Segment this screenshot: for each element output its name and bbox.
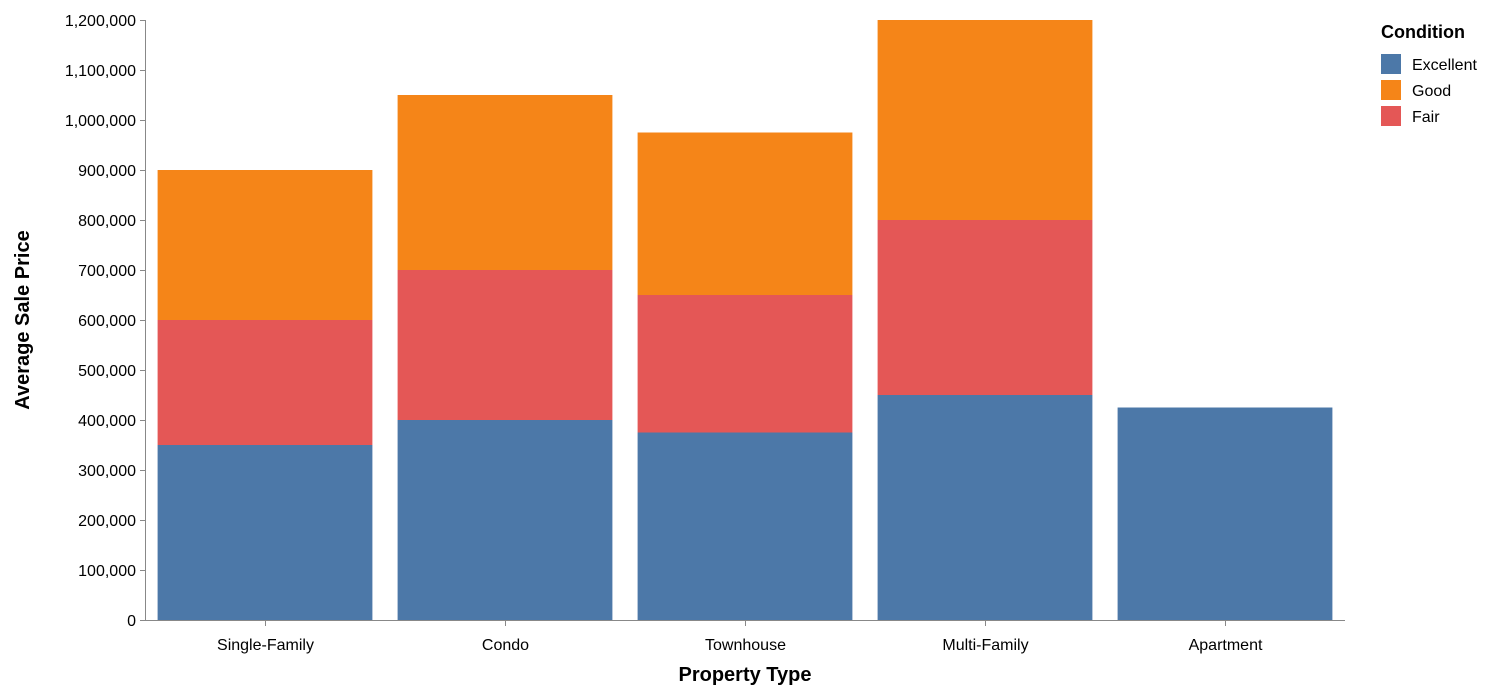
y-axis-title: Average Sale Price	[12, 230, 34, 409]
legend-swatch-fair	[1381, 106, 1401, 126]
bar-multi-family-good	[877, 20, 1093, 220]
bar-condo-good	[397, 95, 613, 270]
legend-label-good: Good	[1412, 83, 1451, 100]
y-tick-label: 0	[127, 613, 136, 630]
y-tick-label: 500,000	[78, 363, 136, 380]
y-tick-label: 300,000	[78, 463, 136, 480]
legend-swatch-good	[1381, 80, 1401, 100]
y-tick-label: 600,000	[78, 313, 136, 330]
y-tick-label: 800,000	[78, 213, 136, 230]
legend-title: Condition	[1381, 22, 1465, 42]
x-tick-label-townhouse: Townhouse	[705, 637, 786, 654]
y-axis: 0 100,000 200,000 300,000 400,000 500,000 600,…	[65, 13, 146, 630]
x-axis: Single-Family Condo Townhouse Multi-Family A…	[145, 620, 1345, 654]
y-tick-label: 900,000	[78, 163, 136, 180]
legend-label-fair: Fair	[1412, 109, 1440, 126]
legend-label-excellent: Excellent	[1412, 57, 1477, 74]
bars-layer	[157, 20, 1333, 620]
y-tick-label: 1,100,000	[65, 63, 136, 80]
legend: Condition Excellent Good Fair	[1381, 22, 1477, 126]
bar-multi-family-excellent	[877, 395, 1093, 620]
y-tick-label: 1,200,000	[65, 13, 136, 30]
x-tick-label-single-family: Single-Family	[217, 637, 314, 654]
bar-apartment-excellent	[1117, 407, 1333, 620]
x-axis-title: Property Type	[679, 664, 812, 686]
bar-townhouse-good	[637, 132, 853, 295]
y-tick-label: 700,000	[78, 263, 136, 280]
legend-swatch-excellent	[1381, 54, 1401, 74]
y-tick-label: 400,000	[78, 413, 136, 430]
x-tick-label-condo: Condo	[482, 637, 529, 654]
y-tick-label: 1,000,000	[65, 113, 136, 130]
bar-single-family-good	[157, 170, 373, 320]
x-tick-label-apartment: Apartment	[1189, 637, 1263, 654]
bar-single-family-fair	[157, 320, 373, 445]
bar-multi-family-fair	[877, 220, 1093, 395]
y-tick-label: 100,000	[78, 563, 136, 580]
bar-townhouse-fair	[637, 295, 853, 433]
bar-townhouse-excellent	[637, 432, 853, 620]
bar-condo-excellent	[397, 420, 613, 620]
bar-condo-fair	[397, 270, 613, 420]
bar-single-family-excellent	[157, 445, 373, 620]
x-tick-label-multi-family: Multi-Family	[942, 637, 1028, 654]
y-tick-label: 200,000	[78, 513, 136, 530]
